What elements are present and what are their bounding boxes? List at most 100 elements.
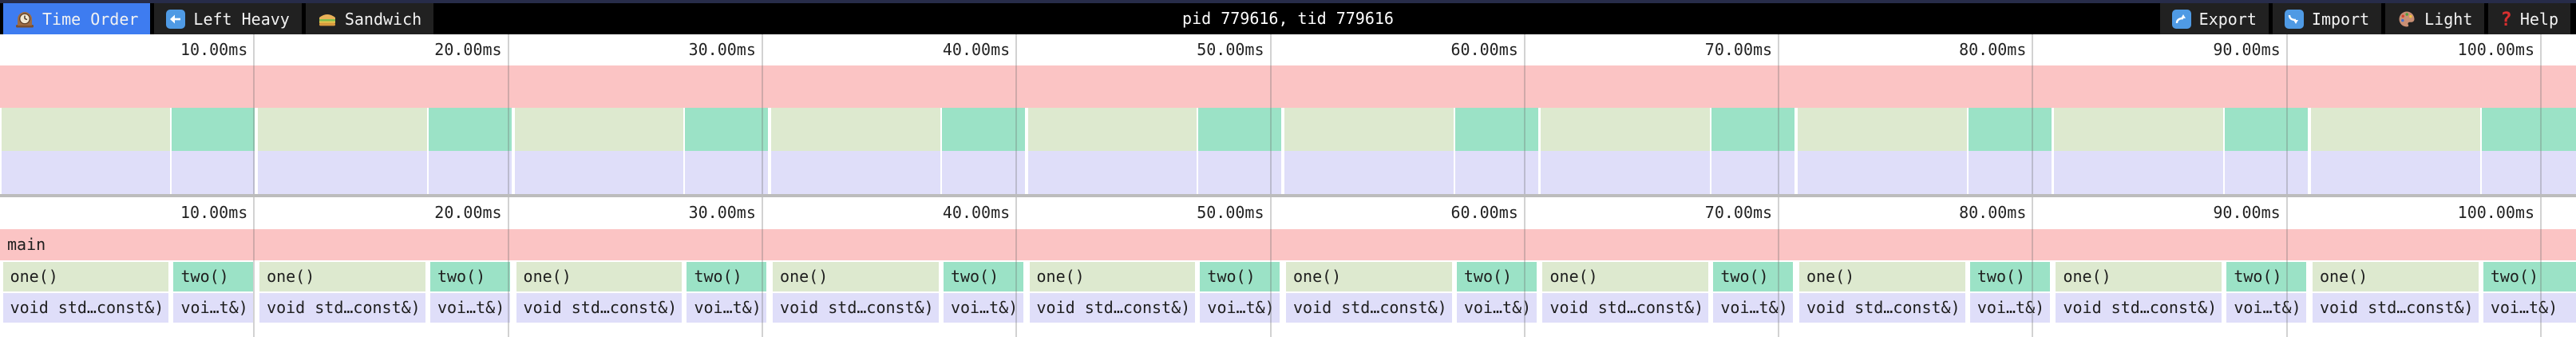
flame-frame[interactable]: voi…t&)	[1713, 293, 1794, 323]
minimap-frame[interactable]	[1797, 151, 1967, 194]
flame-frame[interactable]: one()	[259, 262, 425, 291]
minimap-frame[interactable]	[1968, 151, 2052, 194]
flame-frame[interactable]: voi…t&)	[1456, 293, 1537, 323]
tick-label: 30.00ms	[688, 203, 756, 222]
flame-frame[interactable]: one()	[1029, 262, 1196, 291]
minimap-frame[interactable]	[2225, 108, 2309, 151]
minimap-frame[interactable]	[771, 108, 940, 151]
minimap-frame[interactable]	[1711, 151, 1795, 194]
minimap-frame[interactable]	[1968, 108, 2052, 151]
export-button[interactable]: Export	[2159, 3, 2269, 34]
flame-frame[interactable]: voi…t&)	[1969, 293, 2050, 323]
flame-frame[interactable]: one()	[516, 262, 683, 291]
flame-frame[interactable]: void std…const&)	[2312, 293, 2479, 323]
sandwich-icon	[319, 14, 335, 26]
minimap-frame[interactable]	[1454, 108, 1538, 151]
minimap-frame[interactable]	[2054, 151, 2224, 194]
flame-frame[interactable]: voi…t&)	[687, 293, 767, 323]
flame-frame[interactable]: voi…t&)	[2226, 293, 2307, 323]
minimap-row-depth1[interactable]	[0, 108, 2576, 151]
minimap-frame[interactable]	[514, 151, 684, 194]
minimap-frame[interactable]	[1198, 108, 1282, 151]
minimap-frame[interactable]	[172, 151, 255, 194]
flame-frame[interactable]: void std…const&)	[773, 293, 939, 323]
export-icon	[2171, 9, 2191, 29]
flame-frame[interactable]: voi…t&)	[429, 293, 510, 323]
minimap-frame[interactable]	[685, 108, 769, 151]
tick-label: 50.00ms	[1197, 203, 1264, 222]
minimap-frame[interactable]	[2054, 108, 2224, 151]
minimap-frame[interactable]	[258, 108, 427, 151]
help-button[interactable]: ? Help	[2488, 3, 2570, 34]
minimap-frame[interactable]	[1027, 108, 1197, 151]
tick-label: 70.00ms	[1704, 203, 1773, 222]
minimap-frame[interactable]	[1541, 151, 1711, 194]
minimap-frame[interactable]	[771, 151, 940, 194]
minimap-frame[interactable]	[1454, 151, 1538, 194]
minimap-frame[interactable]	[941, 108, 1025, 151]
flame-frame[interactable]: void std…const&)	[1798, 293, 1965, 323]
minimap-frame[interactable]	[941, 151, 1025, 194]
minimap-divider	[0, 194, 2576, 197]
minimap-frame[interactable]	[2310, 108, 2480, 151]
flame-frame[interactable]: voi…t&)	[173, 293, 254, 323]
minimap-frame[interactable]	[1541, 108, 1711, 151]
flame-frame[interactable]: void std…const&)	[2, 293, 169, 323]
minimap-frame[interactable]	[1284, 151, 1454, 194]
minimap-frame[interactable]	[1027, 151, 1197, 194]
flame-frame[interactable]: main	[0, 229, 2576, 260]
minimap-frame[interactable]	[514, 108, 684, 151]
flame-frame[interactable]: two()	[687, 262, 767, 291]
flame-frame[interactable]: voi…t&)	[1200, 293, 1280, 323]
minimap-frame[interactable]	[258, 151, 427, 194]
minimap-frame[interactable]	[1284, 108, 1454, 151]
minimap-frame[interactable]	[428, 108, 512, 151]
flame-frame[interactable]: void std…const&)	[1542, 293, 1709, 323]
minimap-frame[interactable]	[1, 151, 171, 194]
flame-frame[interactable]: two()	[1200, 262, 1280, 291]
minimap-frame[interactable]	[2310, 151, 2480, 194]
minimap-frame[interactable]	[172, 108, 255, 151]
flame-frame[interactable]: two()	[943, 262, 1023, 291]
flame-frame[interactable]: one()	[2, 262, 169, 291]
minimap-frame[interactable]	[1198, 151, 1282, 194]
flame-frame[interactable]: two()	[1456, 262, 1537, 291]
minimap-frame[interactable]	[2481, 151, 2576, 194]
flame-frame[interactable]: two()	[2226, 262, 2307, 291]
flame-frame[interactable]: one()	[2312, 262, 2479, 291]
flame-frame[interactable]: void std…const&)	[1286, 293, 1452, 323]
flame-frame[interactable]: one()	[1286, 262, 1452, 291]
minimap-frame[interactable]	[1, 108, 171, 151]
flame-frame[interactable]: one()	[1542, 262, 1709, 291]
import-button[interactable]: Import	[2272, 3, 2382, 34]
minimap-frame[interactable]	[685, 151, 769, 194]
flame-frame[interactable]: two()	[1713, 262, 1794, 291]
minimap-frame[interactable]	[1711, 108, 1795, 151]
flame-frame[interactable]: two()	[173, 262, 254, 291]
flamegraph-viewport[interactable]: 10.00ms 20.00ms 30.00ms 40.00ms 50.00ms 60.00…	[0, 34, 2576, 337]
flame-frame[interactable]: two()	[1969, 262, 2050, 291]
flame-frame[interactable]: voi…t&)	[943, 293, 1023, 323]
theme-toggle-button[interactable]: Light	[2385, 3, 2485, 34]
tab-sandwich[interactable]: Sandwich	[305, 3, 434, 34]
tick-label: 80.00ms	[1959, 203, 2027, 222]
flame-frame[interactable]: voi…t&)	[2483, 293, 2576, 323]
flame-frame[interactable]: void std…const&)	[1029, 293, 1196, 323]
minimap-frame[interactable]	[2481, 108, 2576, 151]
flame-frame[interactable]: two()	[429, 262, 510, 291]
flame-frame[interactable]: one()	[1798, 262, 1965, 291]
flame-frame[interactable]: void std…const&)	[259, 293, 425, 323]
minimap-frame[interactable]	[2225, 151, 2309, 194]
flame-frame[interactable]: one()	[773, 262, 939, 291]
flame-frame[interactable]: void std…const&)	[516, 293, 683, 323]
minimap-row-depth2[interactable]	[0, 151, 2576, 194]
minimap-frame[interactable]	[1797, 108, 1967, 151]
flame-frame[interactable]: void std…const&)	[2056, 293, 2222, 323]
tab-time-order[interactable]: Time Order	[3, 3, 151, 34]
minimap-frame[interactable]	[428, 151, 512, 194]
minimap-row-main[interactable]	[0, 65, 2576, 108]
tab-left-heavy[interactable]: Left Heavy	[154, 3, 302, 34]
minimap-frame[interactable]	[0, 65, 2576, 108]
flame-frame[interactable]: two()	[2483, 262, 2576, 291]
flame-frame[interactable]: one()	[2056, 262, 2222, 291]
